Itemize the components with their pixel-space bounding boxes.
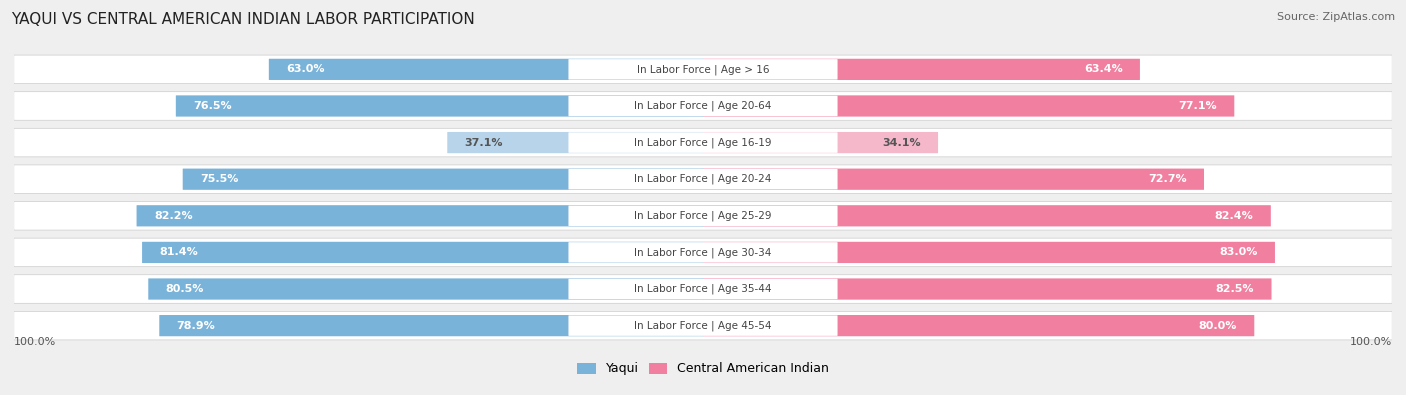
- FancyBboxPatch shape: [148, 278, 703, 300]
- FancyBboxPatch shape: [269, 59, 703, 80]
- Text: 37.1%: 37.1%: [464, 137, 503, 148]
- Text: 82.2%: 82.2%: [153, 211, 193, 221]
- FancyBboxPatch shape: [703, 169, 1204, 190]
- FancyBboxPatch shape: [568, 169, 838, 190]
- Text: Source: ZipAtlas.com: Source: ZipAtlas.com: [1277, 12, 1395, 22]
- Text: In Labor Force | Age 20-24: In Labor Force | Age 20-24: [634, 174, 772, 184]
- FancyBboxPatch shape: [159, 315, 703, 336]
- Text: 63.4%: 63.4%: [1084, 64, 1122, 74]
- Legend: Yaqui, Central American Indian: Yaqui, Central American Indian: [572, 357, 834, 380]
- Text: 75.5%: 75.5%: [200, 174, 239, 184]
- FancyBboxPatch shape: [142, 242, 703, 263]
- FancyBboxPatch shape: [568, 59, 838, 80]
- Text: 34.1%: 34.1%: [882, 137, 921, 148]
- FancyBboxPatch shape: [568, 132, 838, 153]
- FancyBboxPatch shape: [568, 279, 838, 299]
- Text: In Labor Force | Age 20-64: In Labor Force | Age 20-64: [634, 101, 772, 111]
- FancyBboxPatch shape: [703, 132, 938, 153]
- Text: 100.0%: 100.0%: [1350, 337, 1392, 347]
- Text: YAQUI VS CENTRAL AMERICAN INDIAN LABOR PARTICIPATION: YAQUI VS CENTRAL AMERICAN INDIAN LABOR P…: [11, 12, 475, 27]
- FancyBboxPatch shape: [14, 238, 1392, 267]
- Text: 100.0%: 100.0%: [14, 337, 56, 347]
- Text: In Labor Force | Age 35-44: In Labor Force | Age 35-44: [634, 284, 772, 294]
- FancyBboxPatch shape: [568, 315, 838, 336]
- FancyBboxPatch shape: [14, 165, 1392, 194]
- FancyBboxPatch shape: [183, 169, 703, 190]
- FancyBboxPatch shape: [14, 55, 1392, 84]
- FancyBboxPatch shape: [14, 92, 1392, 120]
- Text: 80.0%: 80.0%: [1198, 321, 1237, 331]
- FancyBboxPatch shape: [447, 132, 703, 153]
- FancyBboxPatch shape: [568, 242, 838, 263]
- FancyBboxPatch shape: [568, 96, 838, 116]
- FancyBboxPatch shape: [14, 128, 1392, 157]
- Text: 78.9%: 78.9%: [177, 321, 215, 331]
- Text: In Labor Force | Age > 16: In Labor Force | Age > 16: [637, 64, 769, 75]
- Text: 77.1%: 77.1%: [1178, 101, 1218, 111]
- FancyBboxPatch shape: [568, 205, 838, 226]
- Text: 81.4%: 81.4%: [159, 247, 198, 258]
- FancyBboxPatch shape: [14, 275, 1392, 303]
- Text: In Labor Force | Age 25-29: In Labor Force | Age 25-29: [634, 211, 772, 221]
- Text: 83.0%: 83.0%: [1219, 247, 1257, 258]
- FancyBboxPatch shape: [703, 95, 1234, 117]
- Text: In Labor Force | Age 16-19: In Labor Force | Age 16-19: [634, 137, 772, 148]
- Text: 72.7%: 72.7%: [1149, 174, 1187, 184]
- Text: In Labor Force | Age 30-34: In Labor Force | Age 30-34: [634, 247, 772, 258]
- FancyBboxPatch shape: [703, 205, 1271, 226]
- FancyBboxPatch shape: [176, 95, 703, 117]
- FancyBboxPatch shape: [703, 315, 1254, 336]
- FancyBboxPatch shape: [703, 242, 1275, 263]
- FancyBboxPatch shape: [703, 59, 1140, 80]
- Text: 80.5%: 80.5%: [166, 284, 204, 294]
- Text: In Labor Force | Age 45-54: In Labor Force | Age 45-54: [634, 320, 772, 331]
- Text: 82.4%: 82.4%: [1215, 211, 1254, 221]
- FancyBboxPatch shape: [14, 201, 1392, 230]
- Text: 76.5%: 76.5%: [193, 101, 232, 111]
- FancyBboxPatch shape: [703, 278, 1271, 300]
- Text: 63.0%: 63.0%: [287, 64, 325, 74]
- Text: 82.5%: 82.5%: [1216, 284, 1254, 294]
- FancyBboxPatch shape: [136, 205, 703, 226]
- FancyBboxPatch shape: [14, 311, 1392, 340]
